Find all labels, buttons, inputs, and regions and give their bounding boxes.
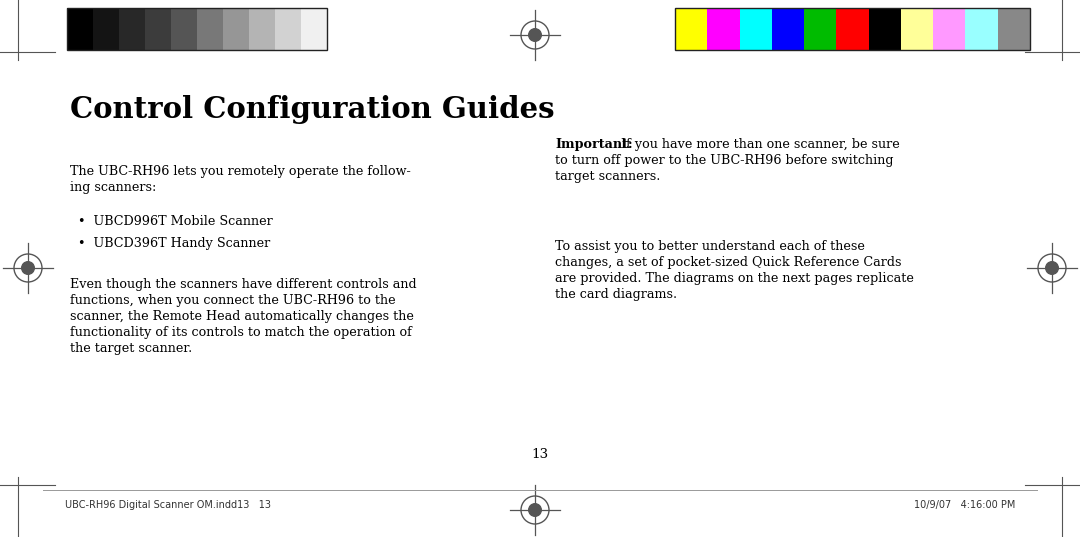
Bar (805, 8, 836, 50)
Bar (772, 8, 805, 50)
Bar (119, 8, 145, 50)
Text: to turn off power to the UBC-RH96 before switching: to turn off power to the UBC-RH96 before… (555, 154, 893, 167)
Bar (998, 8, 1030, 50)
Bar (67, 8, 327, 50)
Text: Control Configuration Guides: Control Configuration Guides (70, 95, 555, 124)
Bar (197, 8, 222, 50)
Text: Even though the scanners have different controls and: Even though the scanners have different … (70, 278, 417, 291)
Bar (145, 8, 171, 50)
Text: UBC-RH96 Digital Scanner OM.indd13   13: UBC-RH96 Digital Scanner OM.indd13 13 (65, 500, 271, 510)
Text: •  UBCD396T Handy Scanner: • UBCD396T Handy Scanner (78, 237, 270, 250)
Text: functions, when you connect the UBC-RH96 to the: functions, when you connect the UBC-RH96… (70, 294, 395, 307)
Text: The UBC-RH96 lets you remotely operate the follow-: The UBC-RH96 lets you remotely operate t… (70, 165, 410, 178)
Bar (740, 8, 772, 50)
Bar (675, 8, 707, 50)
Text: scanner, the Remote Head automatically changes the: scanner, the Remote Head automatically c… (70, 310, 414, 323)
Text: •  UBCD996T Mobile Scanner: • UBCD996T Mobile Scanner (78, 215, 273, 228)
Circle shape (22, 262, 35, 274)
Text: If you have more than one scanner, be sure: If you have more than one scanner, be su… (617, 138, 900, 151)
Bar (901, 8, 933, 50)
Text: 13: 13 (531, 448, 549, 461)
Bar (93, 8, 119, 50)
Circle shape (529, 504, 541, 516)
Text: Important:: Important: (555, 138, 633, 151)
Bar (67, 8, 93, 50)
Bar (933, 8, 966, 50)
Bar (836, 8, 868, 50)
Text: target scanners.: target scanners. (555, 170, 660, 183)
Bar (966, 8, 998, 50)
Circle shape (1045, 262, 1058, 274)
Text: 10/9/07   4:16:00 PM: 10/9/07 4:16:00 PM (914, 500, 1015, 510)
Bar (868, 8, 901, 50)
Text: functionality of its controls to match the operation of: functionality of its controls to match t… (70, 326, 411, 339)
Bar (249, 8, 275, 50)
Bar (675, 8, 1030, 50)
Bar (301, 8, 327, 50)
Text: the target scanner.: the target scanner. (70, 342, 192, 355)
Bar (171, 8, 197, 50)
Text: To assist you to better understand each of these: To assist you to better understand each … (555, 240, 865, 253)
Bar (707, 8, 740, 50)
Bar (222, 8, 249, 50)
Text: the card diagrams.: the card diagrams. (555, 288, 677, 301)
Text: ing scanners:: ing scanners: (70, 181, 157, 194)
Circle shape (529, 28, 541, 41)
Bar (275, 8, 301, 50)
Text: are provided. The diagrams on the next pages replicate: are provided. The diagrams on the next p… (555, 272, 914, 285)
Text: changes, a set of pocket-sized Quick Reference Cards: changes, a set of pocket-sized Quick Ref… (555, 256, 902, 269)
